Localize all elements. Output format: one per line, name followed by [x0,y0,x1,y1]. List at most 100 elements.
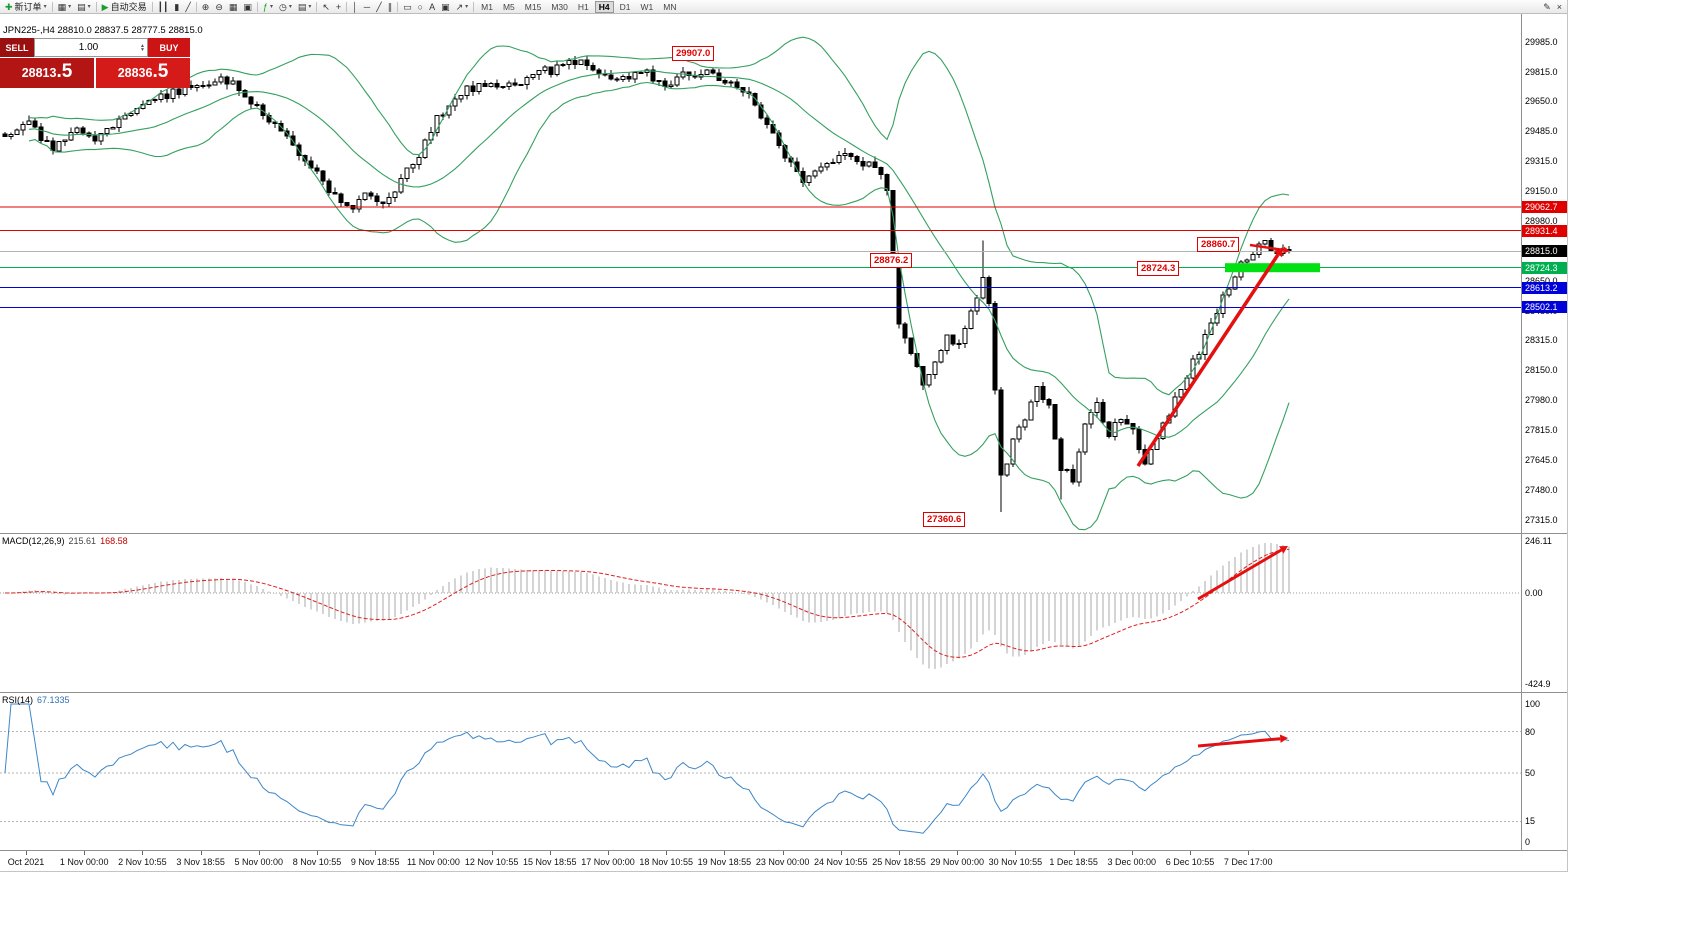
sell-button[interactable]: SELL [0,38,34,57]
time-axis-label: 17 Nov 00:00 [581,857,635,867]
timeframe-d1-button[interactable]: D1 [619,1,631,12]
timeframe-w1-button[interactable]: W1 [640,1,654,12]
timeframe-h1-button[interactable]: H1 [577,1,589,12]
text-icon: A [429,1,436,12]
toolbar-separator [397,1,399,12]
equidistant-channel-button[interactable]: ∥ [385,0,396,13]
timeframe-m15-button[interactable]: M15 [524,1,542,12]
time-axis-tick [1015,851,1017,855]
time-axis-label: 30 Nov 10:55 [988,857,1043,867]
time-axis-label: 15 Nov 18:55 [523,857,577,867]
timeframe-m5-button[interactable]: M5 [502,1,515,12]
templates-button[interactable]: ▤ ▾ [295,0,315,13]
candlestick-chart-type-icon: ▮ [174,1,180,12]
volume-value[interactable]: 1.00 [78,42,99,53]
close-icon: × [1556,1,1562,12]
price-axis-tick: 29485.0 [1525,126,1558,136]
sell-price-frac: .5 [56,61,73,82]
macd-title: MACD(12,26,9) [2,536,65,546]
zoom-out-button[interactable]: ⊖ [212,0,226,13]
toolbar-separator [316,1,318,12]
time-axis-tick [608,851,609,855]
arrows-tool-button[interactable]: ↗ ▾ [453,0,472,13]
text-button[interactable]: A [426,0,438,13]
cursor-button[interactable]: ↖ [319,0,333,13]
volume-field[interactable]: 1.00 ▲ ▼ [34,38,148,57]
trendline-button[interactable]: ╱ [373,0,384,13]
zoom-in-button[interactable]: ⊕ [199,0,213,13]
sell-price-button[interactable]: 28813.5 [0,58,94,88]
time-axis-label: 7 Dec 17:00 [1223,857,1273,867]
new-order-button[interactable]: ✚ 新订单 ▾ [2,0,50,13]
text-label-button[interactable]: ▣ [438,0,453,13]
timeframe-h4-button[interactable]: H4 [594,0,614,13]
price-level-tag[interactable]: 28860.7 [1197,237,1240,252]
macd-axis[interactable]: 246.11 0.00 -424.9 [1521,534,1567,692]
volume-up-icon[interactable]: ▲ [140,42,145,49]
time-axis-tick [666,851,668,855]
price-level-tag[interactable]: 27360.6 [923,512,966,527]
edit-button[interactable]: ✎ [1540,0,1554,13]
cascade-windows-button[interactable]: ▣ [240,0,255,13]
price-plot[interactable]: JPN225-,H4 28810.0 28837.5 28777.5 28815… [0,14,1522,533]
toolbar-separator [346,1,348,12]
rsi-plot[interactable]: RSI(14) 67.1335 [0,693,1522,850]
time-axis-tick [957,851,959,855]
time-axis[interactable]: Oct 2021 1 Nov 00:00 2 Nov 10:55 3 Nov 18:5… [0,850,1567,871]
time-axis-tick [840,851,842,855]
dropdown-arrow-icon: ▾ [87,4,91,10]
tile-windows-icon: ▦ [228,1,238,12]
rsi-axis[interactable]: 100 80 50 15 0 [1521,693,1567,850]
horizontal-line-button[interactable]: ─ [361,0,373,13]
price-level-tag[interactable]: 28724.3 [1137,261,1180,276]
rsi-axis-tick: 50 [1525,768,1536,778]
time-axis-tick [200,851,202,855]
autotrading-button[interactable]: ▶ 自动交易 [99,0,150,13]
timeframe-m30-button[interactable]: M30 [551,1,568,12]
price-chart-canvas[interactable] [0,14,1522,533]
time-axis-label: Oct 2021 [7,857,45,867]
bar-chart-type-button[interactable]: ┃┃ [155,0,172,13]
time-axis-tick [1073,851,1075,855]
buy-button[interactable]: BUY [148,38,190,57]
indicators-button[interactable]: ƒ ▾ [260,0,276,13]
tile-windows-button[interactable]: ▦ [226,0,241,13]
new-chart-button[interactable]: ▦ ▾ [55,0,75,13]
price-axis-tick: 28150.0 [1525,365,1558,376]
line-chart-type-button[interactable]: ╱ [182,0,193,13]
volume-spinner[interactable]: ▲ ▼ [140,42,145,53]
time-axis-tick [782,851,784,855]
candlestick-chart-type-button[interactable]: ▮ [171,0,182,13]
rsi-label: RSI(14) 67.1335 [2,695,70,705]
macd-axis-tick: 0.00 [1525,588,1543,598]
dropdown-arrow-icon: ▾ [269,4,273,10]
price-axis[interactable]: 29985.0 29815.0 29650.0 29485.0 29315.0 29150… [1521,14,1567,533]
macd-chart-canvas[interactable] [0,534,1522,692]
macd-plot[interactable]: MACD(12,26,9) 215.61 168.58 [0,534,1522,692]
vertical-line-button[interactable]: │ [349,0,361,13]
timeframe-m1-button[interactable]: M1 [481,1,493,12]
horizontal-line-icon: ─ [363,1,371,12]
periods-button[interactable]: ◷ ▾ [276,0,295,13]
close-button[interactable]: × [1554,0,1565,13]
time-axis-label: 1 Nov 00:00 [59,857,109,867]
timeframe-mn-button[interactable]: MN [663,1,677,12]
time-axis-tick [491,851,493,855]
buy-price-button[interactable]: 28836.5 [96,58,190,88]
profiles-button[interactable]: ▤ ▾ [74,0,94,13]
price-level-tag[interactable]: 29907.0 [672,46,715,61]
ellipse-button[interactable]: ○ [415,0,426,13]
time-axis-tick [724,851,726,855]
price-level-tag[interactable]: 28876.2 [870,253,913,268]
rectangle-button[interactable]: ▭ [400,0,415,13]
price-pane: JPN225-,H4 28810.0 28837.5 28777.5 28815… [0,14,1567,533]
price-line-axis-label: 28724.3 [1522,261,1567,274]
volume-down-icon[interactable]: ▼ [140,46,145,53]
chart-ohlc-header: JPN225-,H4 28810.0 28837.5 28777.5 28815… [3,25,203,36]
crosshair-button[interactable]: + [333,0,344,13]
price-line-axis-label: 28502.1 [1522,301,1567,314]
rsi-chart-canvas[interactable] [0,693,1522,850]
new-chart-icon: ▦ [57,1,67,12]
buy-price-frac: .5 [152,61,169,82]
